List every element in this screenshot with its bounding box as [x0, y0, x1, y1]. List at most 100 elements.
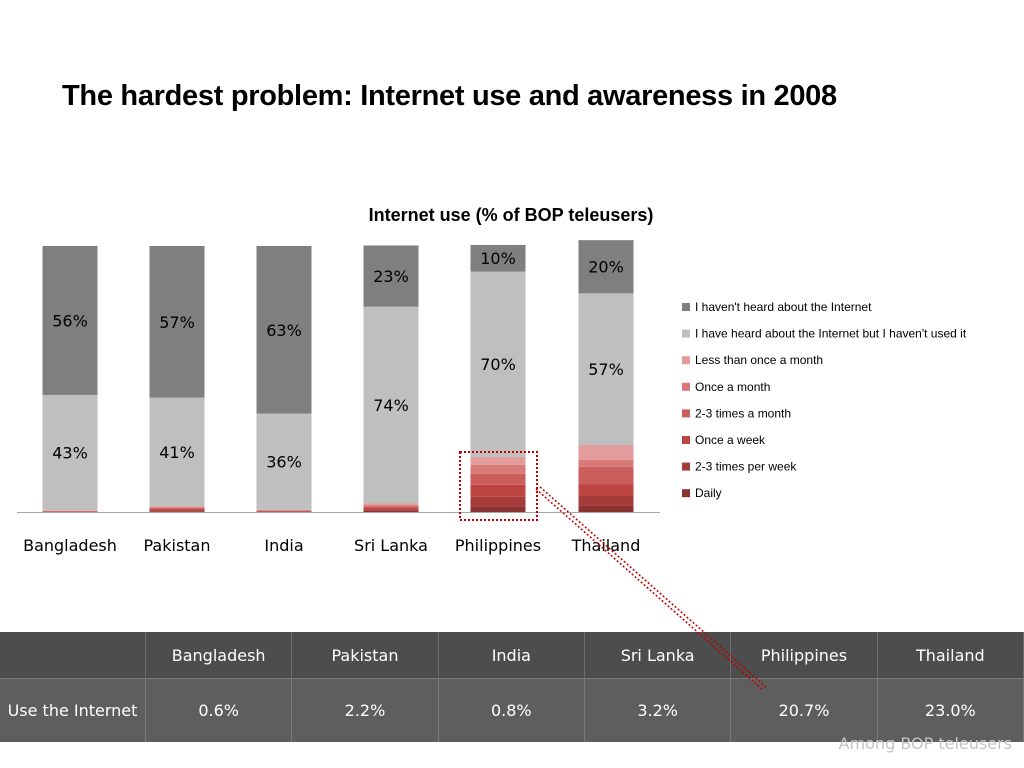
- table-col-sri-lanka: Sri Lanka: [584, 632, 732, 679]
- bar-segment-philippines-i-haven-t-heard-about-the-internet: [470, 244, 526, 272]
- internet-use-chart: Internet use (% of BOP teleusers) 43% 56% B…: [17, 205, 967, 555]
- legend-item-once-a-month: Once a month: [695, 380, 770, 394]
- highlight-box-philippines: [459, 451, 538, 521]
- bar-segment-thailand-i-have-heard-about-the-internet-but-i-haven-t-used-it: [578, 293, 634, 445]
- bar-segment-thailand-less-than-once-a-month: [578, 444, 634, 460]
- table-col-thailand: Thailand: [877, 632, 1024, 679]
- bar-segment-sri-lanka-less-than-once-a-month: [363, 503, 419, 506]
- bar-segment-thailand-once-a-week: [578, 484, 634, 497]
- table-col-philippines: Philippines: [730, 632, 878, 679]
- table-cell-india: 0.8%: [438, 678, 585, 742]
- legend-item-i-have-heard-about-the-internet-but-i-haven-t-used-it: I have heard about the Internet but I ha…: [695, 327, 967, 341]
- slide-title: The hardest problem: Internet use and aw…: [62, 80, 837, 112]
- bar-segment-philippines-daily: [470, 506, 526, 512]
- bar-segment-sri-lanka-daily: [363, 510, 419, 512]
- table-cell-sri-lanka: 3.2%: [584, 678, 732, 742]
- data-label-bangladesh-i-have-heard-about-the-internet-but-i-haven-t-used-it: 43%: [52, 444, 88, 463]
- bar-segment-india-2-3-times-a-month: [256, 510, 312, 511]
- legend-swatch-2-3-times-per-week: [682, 462, 690, 471]
- table-row: Use the Internet 0.6% 2.2% 0.8% 3.2% 20.…: [0, 678, 1024, 742]
- bar-segment-sri-lanka-once-a-month: [363, 505, 419, 507]
- bar-philippines: [470, 244, 526, 512]
- bar-segment-philippines-once-a-week: [470, 484, 526, 497]
- table-cell-philippines: 20.7%: [730, 678, 878, 742]
- data-label-bangladesh-i-haven-t-heard-about-the-internet: 56%: [52, 311, 88, 330]
- x-axis-label-thailand: Thailand: [571, 536, 641, 555]
- x-axis-label-sri-lanka: Sri Lanka: [354, 536, 428, 555]
- table-header-row: Bangladesh Pakistan India Sri Lanka Phil…: [0, 632, 1024, 679]
- data-label-pakistan-i-haven-t-heard-about-the-internet: 57%: [159, 313, 195, 332]
- legend-swatch-i-haven-t-heard-about-the-internet: [682, 303, 690, 311]
- table-cell-thailand: 23.0%: [877, 678, 1024, 742]
- data-label-india-i-haven-t-heard-about-the-internet: 63%: [266, 321, 302, 340]
- bar-segment-thailand-i-haven-t-heard-about-the-internet: [578, 240, 634, 294]
- bar-segment-bangladesh-i-haven-t-heard-about-the-internet: [42, 246, 98, 395]
- data-label-pakistan-i-have-heard-about-the-internet-but-i-haven-t-used-it: 41%: [159, 443, 195, 462]
- table-row-label: Use the Internet: [0, 678, 146, 742]
- table-col-pakistan: Pakistan: [291, 632, 439, 679]
- data-label-thailand-i-have-heard-about-the-internet-but-i-haven-t-used-it: 57%: [588, 360, 624, 379]
- table-cell-pakistan: 2.2%: [291, 678, 439, 742]
- x-axis-label-philippines: Philippines: [455, 536, 541, 555]
- bar-segment-pakistan-less-than-once-a-month: [149, 506, 205, 507]
- footnote: Among BOP teleusers: [838, 734, 1012, 753]
- bar-segment-philippines-once-a-month: [470, 464, 526, 474]
- bar-pakistan: [149, 246, 205, 512]
- bar-segment-pakistan-once-a-week: [149, 508, 205, 511]
- bar-segment-sri-lanka-2-3-times-per-week: [363, 509, 419, 511]
- bar-india: [256, 246, 312, 512]
- bar-segment-sri-lanka-i-haven-t-heard-about-the-internet: [363, 245, 419, 307]
- legend-swatch-once-a-month: [682, 382, 690, 391]
- bar-segment-thailand-daily: [578, 505, 634, 512]
- bar-segment-sri-lanka-i-have-heard-about-the-internet-but-i-haven-t-used-it: [363, 306, 419, 504]
- table-col-bangladesh: Bangladesh: [145, 632, 293, 679]
- data-label-sri-lanka-i-have-heard-about-the-internet-but-i-haven-t-used-it: 74%: [373, 396, 409, 415]
- bar-segment-pakistan-daily: [149, 511, 205, 512]
- data-label-india-i-have-heard-about-the-internet-but-i-haven-t-used-it: 36%: [266, 453, 302, 472]
- bar-segment-india-i-have-heard-about-the-internet-but-i-haven-t-used-it: [256, 413, 312, 510]
- data-label-philippines-i-haven-t-heard-about-the-internet: 10%: [480, 249, 516, 268]
- table-col-india: India: [438, 632, 585, 679]
- bar-segment-philippines-i-have-heard-about-the-internet-but-i-haven-t-used-it: [470, 271, 526, 457]
- legend-swatch-once-a-week: [682, 436, 690, 444]
- bar-segment-pakistan-i-haven-t-heard-about-the-internet: [149, 246, 205, 398]
- bar-thailand: [578, 240, 634, 512]
- table-cell-bangladesh: 0.6%: [145, 678, 293, 742]
- legend-item-2-3-times-a-month: 2-3 times a month: [695, 406, 791, 420]
- legend-swatch-less-than-once-a-month: [682, 356, 690, 365]
- bar-segment-thailand-2-3-times-a-month: [578, 466, 634, 485]
- table-corner-cell: [0, 632, 146, 679]
- bar-sri-lanka: [363, 245, 419, 512]
- bar-segment-philippines-2-3-times-per-week: [470, 496, 526, 507]
- legend-item-once-a-week: Once a week: [695, 433, 766, 447]
- x-axis-label-india: India: [264, 536, 303, 555]
- bar-segment-pakistan-2-3-times-per-week: [149, 510, 205, 512]
- bar-segment-india-i-haven-t-heard-about-the-internet: [256, 246, 312, 414]
- bar-segment-thailand-once-a-month: [578, 459, 634, 467]
- x-axis-label-pakistan: Pakistan: [144, 536, 211, 555]
- legend-swatch-daily: [682, 489, 690, 498]
- legend-swatch-i-have-heard-about-the-internet-but-i-haven-t-used-it: [682, 329, 690, 338]
- legend-item-2-3-times-per-week: 2-3 times per week: [695, 460, 797, 474]
- bar-bangladesh: [42, 246, 98, 512]
- legend-item-less-than-once-a-month: Less than once a month: [695, 353, 823, 367]
- bar-segment-pakistan-i-have-heard-about-the-internet-but-i-haven-t-used-it: [149, 397, 205, 507]
- legend-item-i-haven-t-heard-about-the-internet: I haven't heard about the Internet: [695, 300, 872, 314]
- bar-segment-pakistan-2-3-times-a-month: [149, 507, 205, 509]
- internet-use-table: Bangladesh Pakistan India Sri Lanka Phil…: [0, 632, 1024, 742]
- bar-segment-sri-lanka-once-a-week: [363, 508, 419, 510]
- data-label-philippines-i-have-heard-about-the-internet-but-i-haven-t-used-it: 70%: [480, 355, 516, 374]
- bar-segment-bangladesh-i-have-heard-about-the-internet-but-i-haven-t-used-it: [42, 394, 98, 511]
- data-label-thailand-i-haven-t-heard-about-the-internet: 20%: [588, 258, 624, 277]
- bar-segment-india-once-a-week: [256, 510, 312, 512]
- bar-segment-philippines-less-than-once-a-month: [470, 456, 526, 465]
- legend-swatch-2-3-times-a-month: [682, 409, 690, 418]
- bar-segment-pakistan-once-a-month: [149, 506, 205, 508]
- bar-segment-sri-lanka-2-3-times-a-month: [363, 506, 419, 509]
- chart-title: Internet use (% of BOP teleusers): [369, 205, 654, 225]
- legend-item-daily: Daily: [695, 486, 722, 500]
- bar-segment-thailand-2-3-times-per-week: [578, 496, 634, 506]
- x-axis-label-bangladesh: Bangladesh: [23, 536, 117, 555]
- bar-segment-philippines-2-3-times-a-month: [470, 473, 526, 485]
- data-label-sri-lanka-i-haven-t-heard-about-the-internet: 23%: [373, 267, 409, 286]
